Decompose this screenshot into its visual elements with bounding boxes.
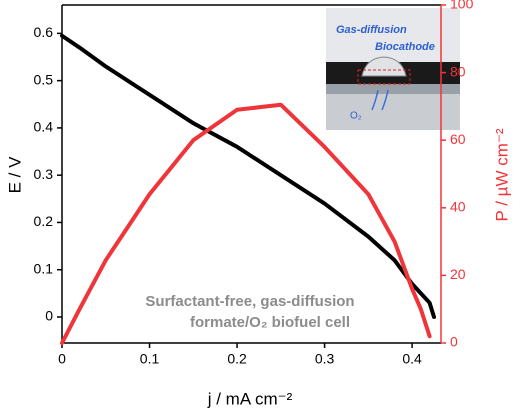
y2-tick-label: 60 xyxy=(450,131,466,147)
inset-title: Gas-diffusion xyxy=(336,24,407,36)
x-axis-label: j / mA cm⁻² xyxy=(207,389,293,408)
y2-axis-label: P / µW cm⁻² xyxy=(492,128,511,221)
x-tick-label: 0.3 xyxy=(315,351,335,367)
x-tick-label: 0 xyxy=(58,351,66,367)
y-tick-label: 0.1 xyxy=(34,260,54,276)
y-tick-label: 0.4 xyxy=(34,119,54,135)
annotation: formate/O₂ biofuel cell xyxy=(190,314,350,331)
y-tick-label: 0.3 xyxy=(34,166,54,182)
x-tick-label: 0.1 xyxy=(140,351,160,367)
inset-photo xyxy=(326,8,460,130)
series-line xyxy=(60,102,432,345)
y2-tick-label: 80 xyxy=(450,63,466,79)
y-axis-label: E / V xyxy=(5,156,24,194)
y2-tick-label: 40 xyxy=(450,199,466,215)
y2-tick-label: 100 xyxy=(450,0,474,12)
y2-tick-label: 0 xyxy=(450,334,458,350)
x-tick-label: 0.4 xyxy=(402,351,422,367)
y-tick-label: 0.5 xyxy=(34,71,54,87)
inset-gas: O₂ xyxy=(350,111,362,122)
y-tick-label: 0.2 xyxy=(34,213,54,229)
series-line xyxy=(60,33,436,319)
y-tick-label: 0.6 xyxy=(34,24,54,40)
inset-subtitle: Biocathode xyxy=(375,41,435,53)
annotation: Surfactant-free, gas-diffusion xyxy=(145,293,354,310)
y-tick-label: 0 xyxy=(45,308,53,324)
y2-tick-label: 20 xyxy=(450,266,466,282)
x-tick-label: 0.2 xyxy=(227,351,247,367)
